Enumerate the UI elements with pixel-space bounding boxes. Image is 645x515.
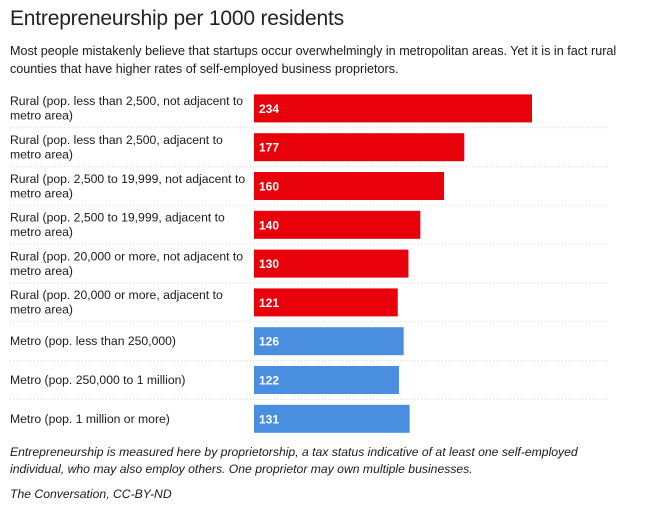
chart-subtitle: Most people mistakenly believe that star… — [10, 44, 617, 76]
source-credit: The Conversation, CC-BY-ND — [10, 487, 172, 501]
bar — [254, 404, 410, 433]
category-label: Rural (pop. less than 2,500, not adjacen… — [10, 94, 243, 123]
bar — [254, 94, 532, 123]
bar-row: Metro (pop. 250,000 to 1 million) 122 — [10, 366, 608, 400]
category-label: Rural (pop. 20,000 or more, adjacent to m… — [10, 288, 223, 317]
bar-value-label: 126 — [259, 335, 279, 349]
methodology-note: Entrepreneurship is measured here by pro… — [10, 445, 578, 476]
bar-value-label: 177 — [259, 141, 279, 155]
bar-row: Rural (pop. 20,000 or more, not adjacent… — [10, 249, 608, 284]
bar-row: Rural (pop. 2,500 to 19,999, adjacent to… — [10, 211, 608, 245]
bar-row: Rural (pop. less than 2,500, adjacent to… — [10, 133, 608, 168]
bar-row: Metro (pop. 1 million or more) 131 — [10, 404, 410, 433]
category-label: Metro (pop. 1 million or more) — [10, 412, 170, 426]
bar-row: Metro (pop. less than 250,000) 126 — [10, 327, 608, 362]
bar-row: Rural (pop. 2,500 to 19,999, not adjacen… — [10, 172, 608, 206]
bar-row: Rural (pop. less than 2,500, not adjacen… — [10, 94, 608, 129]
bar-value-label: 121 — [259, 296, 279, 310]
bar-value-label: 131 — [259, 412, 279, 426]
category-label: Rural (pop. less than 2,500, adjacent to… — [10, 133, 223, 162]
bar-value-label: 140 — [259, 218, 279, 232]
bar-chart: Rural (pop. less than 2,500, not adjacen… — [10, 94, 608, 433]
bar — [254, 366, 399, 394]
bar-value-label: 130 — [259, 257, 279, 271]
bar — [254, 327, 404, 356]
bar — [254, 133, 465, 162]
category-label: Rural (pop. 20,000 or more, not adjacent… — [10, 249, 243, 278]
category-label: Rural (pop. 2,500 to 19,999, adjacent to… — [10, 211, 225, 240]
bar-value-label: 234 — [259, 102, 279, 116]
bar — [254, 172, 445, 200]
category-label: Metro (pop. less than 250,000) — [10, 334, 176, 348]
bar-value-label: 122 — [259, 374, 279, 388]
bar — [254, 249, 409, 278]
bar — [254, 210, 421, 239]
bar-row: Rural (pop. 20,000 or more, adjacent to m… — [10, 288, 608, 323]
category-label: Rural (pop. 2,500 to 19,999, not adjacen… — [10, 172, 245, 201]
bar — [254, 288, 398, 317]
chart-title: Entrepreneurship per 1000 residents — [10, 7, 344, 30]
bar-value-label: 160 — [259, 180, 279, 194]
category-label: Metro (pop. 250,000 to 1 million) — [10, 373, 185, 387]
